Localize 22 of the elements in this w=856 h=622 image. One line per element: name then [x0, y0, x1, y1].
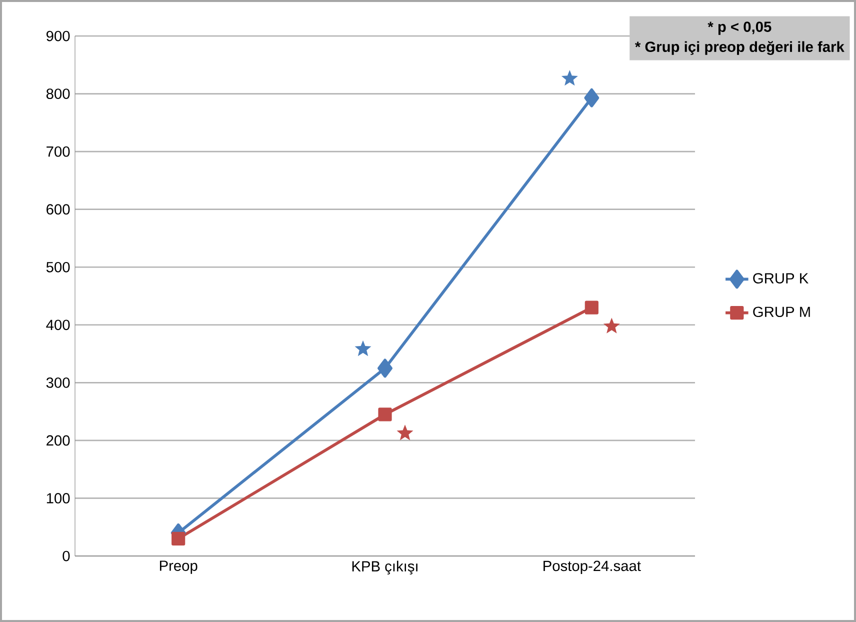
- x-tick-label: Preop: [160, 560, 198, 574]
- y-tick-label: 900: [46, 30, 70, 42]
- x-tick-label: KPB çıkışı: [352, 560, 418, 574]
- y-tick-label: 300: [46, 377, 70, 388]
- point: [584, 88, 600, 108]
- y-tick-label: 600: [46, 204, 70, 215]
- y-tick-label: 400: [46, 320, 70, 330]
- point: [584, 300, 598, 314]
- point: [378, 408, 392, 422]
- y-tick-label: 700: [46, 146, 70, 157]
- annotation: * Grup içi preop değeri ile fark: [634, 41, 844, 55]
- legend-label: GRUP M: [753, 306, 810, 318]
- point: [378, 358, 392, 378]
- y-tick-label: 0: [62, 550, 70, 562]
- y-tick-label: 200: [46, 435, 70, 446]
- point: [172, 532, 186, 546]
- text: * p < 0,05: [708, 22, 772, 35]
- y-tick-label: 800: [46, 88, 70, 99]
- y-tick-label: 100: [46, 493, 70, 504]
- y-tick-label: 500: [46, 262, 70, 272]
- legend-label: GRUP K: [753, 273, 808, 284]
- x-tick-label: Postop-24.saat: [544, 560, 641, 574]
